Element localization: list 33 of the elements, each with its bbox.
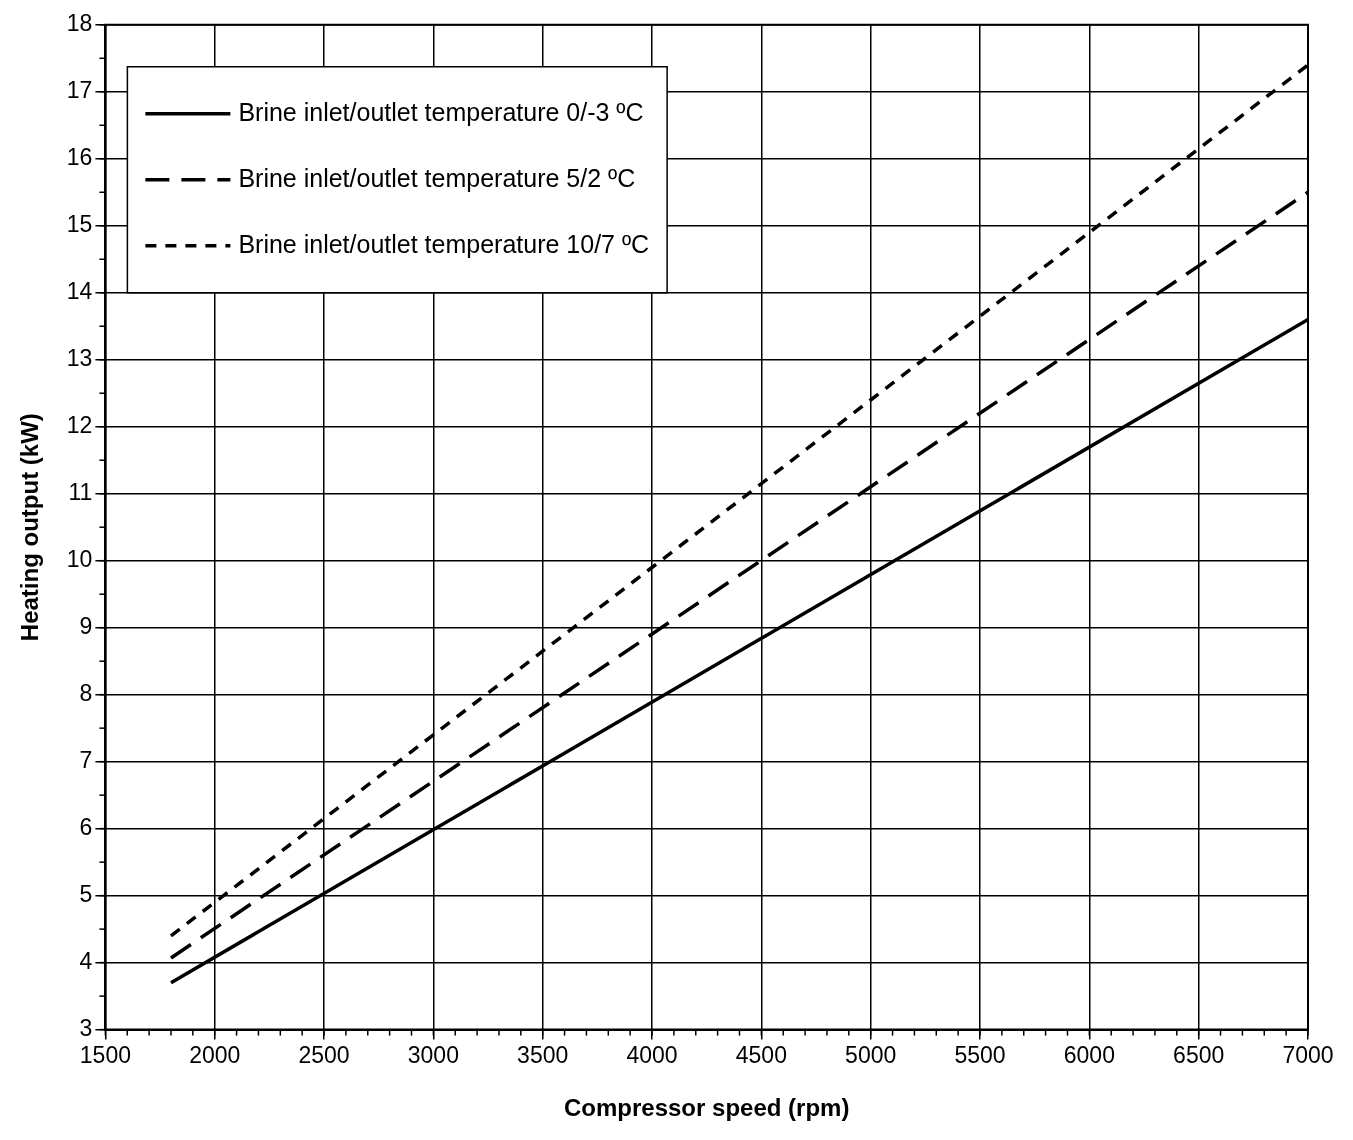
y-tick-label: 13 bbox=[66, 345, 93, 372]
x-tick-label: 3000 bbox=[407, 1041, 459, 1068]
x-tick-label: 6000 bbox=[1063, 1041, 1115, 1068]
x-tick-label: 4500 bbox=[735, 1041, 787, 1068]
x-tick-label: 5500 bbox=[954, 1041, 1006, 1068]
y-axis-title: Heating output (kW) bbox=[16, 413, 44, 642]
y-tick-label: 6 bbox=[79, 813, 93, 840]
y-tick-label: 9 bbox=[79, 613, 93, 640]
x-axis-title: Compressor speed (rpm) bbox=[563, 1094, 850, 1122]
y-tick-label: 5 bbox=[79, 880, 93, 907]
x-tick-label: 1500 bbox=[79, 1041, 131, 1068]
y-tick-label: 11 bbox=[68, 479, 93, 506]
y-tick-label: 8 bbox=[79, 680, 93, 707]
y-tick-label: 12 bbox=[66, 412, 93, 439]
y-tick-label: 14 bbox=[66, 278, 93, 305]
legend-label: Brine inlet/outlet temperature 5/2 ºC bbox=[238, 163, 636, 192]
x-tick-label: 2500 bbox=[298, 1041, 350, 1068]
y-tick-label: 16 bbox=[66, 144, 93, 171]
y-tick-label: 3 bbox=[79, 1014, 93, 1041]
x-tick-label: 3500 bbox=[517, 1041, 569, 1068]
x-tick-label: 5000 bbox=[845, 1041, 897, 1068]
y-tick-label: 10 bbox=[66, 546, 93, 573]
x-tick-label: 4000 bbox=[626, 1041, 678, 1068]
x-tick-label: 2000 bbox=[189, 1041, 241, 1068]
legend-label: Brine inlet/outlet temperature 10/7 ºC bbox=[238, 229, 650, 258]
y-tick-label: 4 bbox=[79, 947, 93, 974]
x-tick-label: 7000 bbox=[1282, 1041, 1334, 1068]
y-tick-label: 7 bbox=[79, 747, 93, 773]
y-tick-label: 15 bbox=[66, 211, 93, 238]
y-tick-label: 17 bbox=[66, 77, 93, 104]
legend-label: Brine inlet/outlet temperature 0/-3 ºC bbox=[238, 97, 644, 126]
x-tick-label: 6500 bbox=[1173, 1041, 1225, 1068]
y-tick-label: 18 bbox=[66, 10, 93, 37]
